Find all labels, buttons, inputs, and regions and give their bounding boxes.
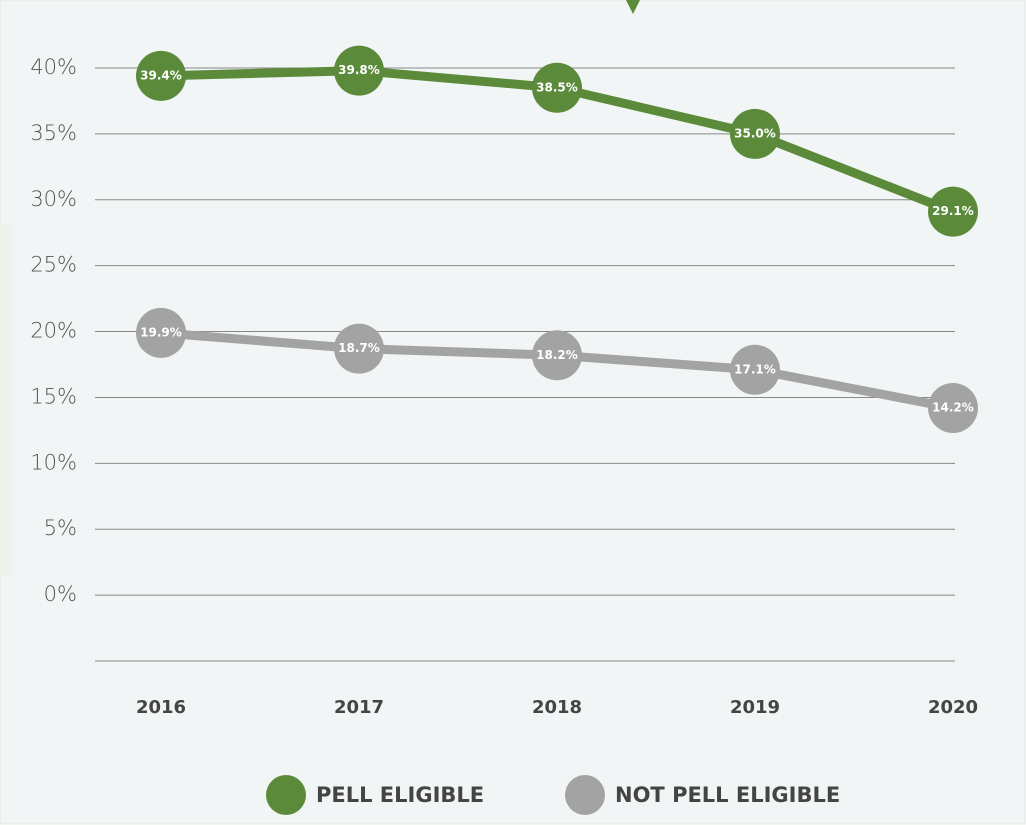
y-tick-label: 40% <box>30 55 77 79</box>
x-tick-label: 2016 <box>136 697 186 718</box>
data-point <box>928 382 978 433</box>
legend-swatch <box>565 775 605 815</box>
x-tick-label: 2017 <box>334 697 384 718</box>
y-tick-label: 5% <box>44 516 77 540</box>
y-tick-label: 30% <box>30 187 77 211</box>
data-label: 18.2% <box>536 348 578 362</box>
x-tick-label: 2018 <box>532 697 582 718</box>
pointer <box>626 0 640 14</box>
data-point <box>928 186 978 237</box>
data-label: 14.2% <box>932 400 974 414</box>
x-tick-label: 2020 <box>928 697 978 718</box>
data-point <box>334 323 384 374</box>
legend-swatch <box>266 775 306 815</box>
x-tick-label: 2019 <box>730 697 780 718</box>
data-label: 38.5% <box>536 80 578 94</box>
data-point <box>532 62 582 113</box>
data-point <box>136 50 186 101</box>
y-tick-label: 25% <box>30 253 77 277</box>
y-tick-label: 15% <box>30 384 77 408</box>
legend-label: PELL ELIGIBLE <box>316 783 484 807</box>
y-tick-label: 0% <box>44 582 77 606</box>
data-point <box>136 307 186 358</box>
y-tick-label: 35% <box>30 121 77 145</box>
y-tick-label: 10% <box>30 450 77 474</box>
data-label: 39.4% <box>140 68 182 82</box>
data-label: 17.1% <box>734 362 776 376</box>
data-label: 39.8% <box>338 63 380 77</box>
data-label: 35.0% <box>734 126 776 140</box>
data-label: 18.7% <box>338 341 380 355</box>
data-point <box>334 45 384 96</box>
data-point <box>532 330 582 381</box>
side-strip <box>0 225 12 575</box>
legend-label: NOT PELL ELIGIBLE <box>615 783 840 807</box>
data-label: 29.1% <box>932 204 974 218</box>
data-point <box>730 108 780 159</box>
data-label: 19.9% <box>140 325 182 339</box>
y-tick-label: 20% <box>30 319 77 343</box>
data-point <box>730 344 780 395</box>
